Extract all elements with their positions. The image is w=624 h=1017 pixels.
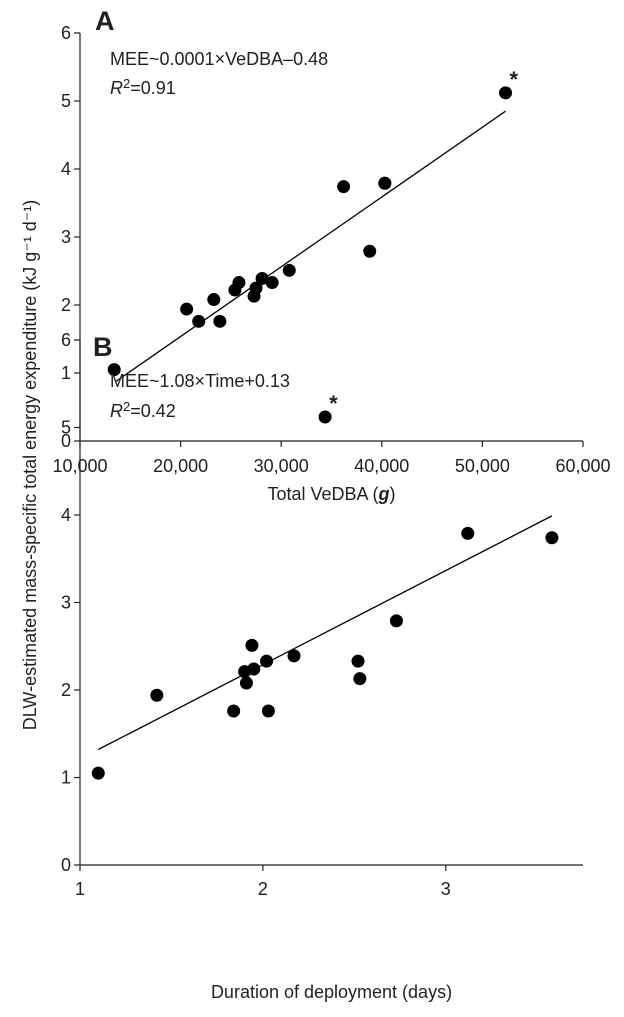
data-point (227, 704, 241, 718)
data-point (192, 314, 206, 328)
y-tick-label: 5 (61, 91, 71, 111)
shared-y-axis-title: DLW-estimated mass-specific total energy… (20, 200, 40, 731)
panel-letter: A (95, 6, 115, 36)
x-tick-label: 30,000 (254, 456, 309, 476)
regression-equation: MEE~0.0001×VeDBA–0.48 (110, 49, 328, 69)
data-point (389, 614, 403, 628)
data-point (282, 263, 296, 277)
y-tick-label: 6 (61, 330, 71, 350)
r-squared-label: R2=0.91 (110, 76, 176, 98)
data-point (245, 638, 259, 652)
data-point (318, 410, 332, 424)
x-tick-label: 3 (441, 879, 451, 899)
data-point (461, 526, 475, 540)
regression-equation: MEE~1.08×Time+0.13 (110, 371, 290, 391)
x-tick-label: 40,000 (354, 456, 409, 476)
data-point (249, 281, 263, 295)
x-tick-label: 20,000 (153, 456, 208, 476)
data-point (91, 766, 105, 780)
data-point (239, 676, 253, 690)
y-tick-label: 2 (61, 680, 71, 700)
r-squared-value: =0.91 (130, 78, 176, 98)
data-point (260, 654, 274, 668)
r-squared-label: R2=0.42 (110, 399, 176, 421)
x-axis-title-main: Total VeDBA ( (267, 484, 378, 504)
y-tick-label: 0 (61, 855, 71, 875)
x-axis-title: Duration of deployment (days) (211, 982, 452, 1002)
data-point (378, 176, 392, 190)
data-point (107, 363, 121, 377)
x-tick-label: 50,000 (455, 456, 510, 476)
y-tick-label: 1 (61, 363, 71, 383)
x-tick-label: 60,000 (555, 456, 610, 476)
panel-letter: B (93, 332, 113, 362)
y-tick-label: 6 (61, 23, 71, 43)
data-point (207, 293, 221, 307)
data-point (499, 86, 513, 100)
data-point (232, 276, 246, 290)
r-squared-symbol: R (110, 78, 123, 98)
outlier-asterisk: * (329, 391, 338, 416)
x-axis-title-close: ) (390, 484, 396, 504)
data-point (150, 688, 164, 702)
y-tick-label: 1 (61, 768, 71, 788)
y-tick-label: 5 (61, 418, 71, 438)
x-tick-label: 1 (75, 879, 85, 899)
y-tick-label: 0 (61, 431, 71, 451)
x-axis-title-unit: g (378, 484, 390, 504)
y-tick-label: 3 (61, 227, 71, 247)
data-point (261, 704, 275, 718)
regression-line (97, 515, 553, 751)
data-point (353, 672, 367, 686)
data-point (247, 662, 261, 676)
data-point (180, 302, 194, 316)
y-tick-label: 3 (61, 593, 71, 613)
outlier-asterisk: * (510, 67, 519, 92)
y-tick-label: 2 (61, 295, 71, 315)
r-squared-superscript: 2 (123, 76, 130, 91)
y-tick-label: 4 (61, 505, 71, 525)
data-point (213, 314, 227, 328)
r-squared-value: =0.42 (130, 401, 176, 421)
r-squared-superscript: 2 (123, 399, 130, 414)
data-point (363, 244, 377, 258)
data-point (351, 654, 365, 668)
x-axis-title: Total VeDBA (g) (267, 484, 395, 504)
data-point (255, 271, 269, 285)
regression-line (115, 110, 506, 382)
x-tick-label: 2 (258, 879, 268, 899)
data-point (265, 276, 279, 290)
data-point (545, 531, 559, 545)
data-point (337, 180, 351, 194)
r-squared-symbol: R (110, 401, 123, 421)
y-tick-label: 4 (61, 159, 71, 179)
data-point (287, 649, 301, 663)
